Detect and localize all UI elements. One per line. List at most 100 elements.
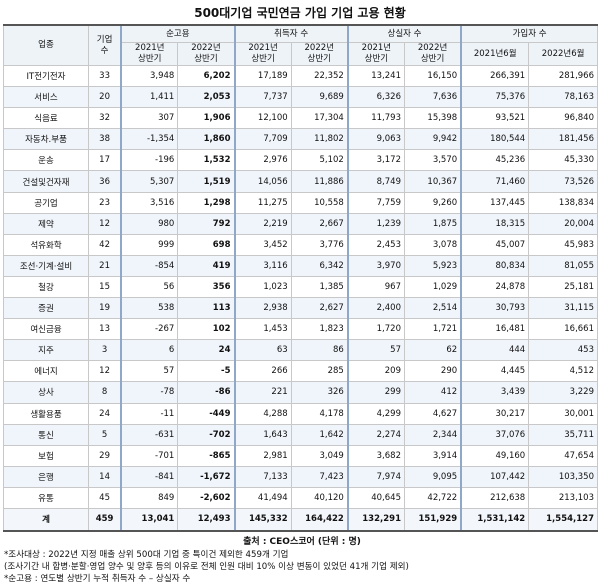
row-hired-2022: 40,120 [290,486,349,509]
row-industry: 에너지 [3,360,89,383]
row-subs-2022: 81,055 [528,254,598,277]
row-subs-2022: 47,654 [528,444,598,467]
row-hired-2021: 266 [233,360,292,383]
row-net-2022: 1,532 [177,149,235,172]
subheader-2022-jun: 2022년6월 [528,42,598,66]
subheader-2021-h1: 2021년 상반기 [346,42,405,66]
row-subs-2022: 73,526 [528,170,598,193]
row-subs-2021: 3,439 [460,381,530,404]
row-subs-2021: 75,376 [460,86,530,109]
row-lost-2021: 2,453 [346,233,405,256]
row-subs-2022: 138,834 [528,191,598,214]
row-subs-2022: 30,001 [528,402,598,425]
row-industry: IT전기전자 [3,64,89,88]
row-company-count: 45 [88,486,122,509]
row-net-2022: 792 [177,212,235,235]
total-subs-2021: 1,531,142 [460,507,530,532]
row-subs-2021: 30,217 [460,402,530,425]
row-hired-2021: 1,643 [233,423,292,446]
row-net-2022: -449 [177,402,235,425]
row-company-count: 19 [88,297,122,320]
row-subs-2022: 3,229 [528,381,598,404]
row-industry: 서비스 [3,86,89,109]
row-company-count: 12 [88,212,122,235]
table-row: 제약 12 980 792 2,219 2,667 1,239 1,875 18,315 20,0… [3,212,598,235]
row-subs-2021: 80,834 [460,254,530,277]
row-net-2021: 3,948 [120,64,179,88]
row-net-2021: 980 [120,212,179,235]
row-lost-2021: 3,970 [346,254,405,277]
row-hired-2021: 63 [233,339,292,362]
row-net-2022: 6,202 [177,64,235,88]
row-lost-2021: 8,749 [346,170,405,193]
row-lost-2022: 42,722 [403,486,462,509]
row-company-count: 20 [88,86,122,109]
row-lost-2021: 7,759 [346,191,405,214]
row-hired-2021: 2,981 [233,444,292,467]
total-label: 계 [3,507,89,532]
row-hired-2021: 41,494 [233,486,292,509]
row-hired-2022: 1,642 [290,423,349,446]
row-net-2021: 1,411 [120,86,179,109]
row-hired-2022: 10,558 [290,191,349,214]
row-lost-2021: 1,239 [346,212,405,235]
row-net-2022: 1,519 [177,170,235,193]
row-lost-2022: 62 [403,339,462,362]
row-net-2021: 56 [120,275,179,299]
row-subs-2022: 16,661 [528,318,598,341]
subheader-2022-h1: 2022년 상반기 [177,42,235,66]
row-subs-2021: 107,442 [460,465,530,488]
row-hired-2021: 2,219 [233,212,292,235]
row-lost-2021: 13,241 [346,64,405,88]
row-lost-2022: 1,875 [403,212,462,235]
row-net-2021: 538 [120,297,179,320]
table-row: 석유화학 42 999 698 3,452 3,776 2,453 3,078 45,007 45… [3,233,598,256]
footnotes: 출처 : CEO스코어 (단위 : 명) *조사대상 : 2022년 지정 매출… [4,536,600,585]
row-subs-2021: 49,160 [460,444,530,467]
subheader-2021-h1: 2021년 상반기 [233,42,292,66]
row-hired-2022: 3,776 [290,233,349,256]
page-title: 500대기업 국민연금 가입 기업 고용 현황 [194,6,406,20]
row-industry: 철강 [3,275,89,299]
row-industry: 건설및건자재 [3,170,89,193]
row-hired-2021: 1,023 [233,275,292,299]
row-lost-2022: 412 [403,381,462,404]
row-lost-2022: 9,942 [403,128,462,151]
row-subs-2022: 45,330 [528,149,598,172]
total-lost-2021: 132,291 [346,507,405,532]
row-company-count: 36 [88,170,122,193]
row-lost-2021: 3,682 [346,444,405,467]
total-subs-2022: 1,554,127 [528,507,598,532]
row-lost-2022: 3,078 [403,233,462,256]
row-lost-2021: 299 [346,381,405,404]
row-hired-2022: 17,304 [290,107,349,130]
row-company-count: 13 [88,318,122,341]
header-company-count: 기업 수 [88,24,122,66]
total-count: 459 [88,507,122,532]
row-lost-2022: 9,095 [403,465,462,488]
row-industry: 상사 [3,381,89,404]
row-company-count: 42 [88,233,122,256]
row-net-2021: -854 [120,254,179,277]
row-subs-2021: 16,481 [460,318,530,341]
header-industry: 업종 [3,24,89,66]
row-lost-2022: 16,150 [403,64,462,88]
row-company-count: 38 [88,128,122,151]
row-net-2021: -78 [120,381,179,404]
table-row: 공기업 23 3,516 1,298 11,275 10,558 7,759 9,260 137… [3,191,598,214]
row-lost-2022: 5,923 [403,254,462,277]
row-lost-2022: 290 [403,360,462,383]
row-net-2022: 1,906 [177,107,235,130]
row-subs-2022: 20,004 [528,212,598,235]
row-company-count: 15 [88,275,122,299]
row-net-2022: -1,672 [177,465,235,488]
row-subs-2022: 78,163 [528,86,598,109]
row-company-count: 21 [88,254,122,277]
row-lost-2021: 2,400 [346,297,405,320]
table-body: IT전기전자 33 3,948 6,202 17,189 22,352 13,241 16,1… [3,64,598,509]
row-lost-2021: 9,063 [346,128,405,151]
row-subs-2021: 45,007 [460,233,530,256]
row-net-2022: 698 [177,233,235,256]
row-hired-2022: 3,049 [290,444,349,467]
table-row: IT전기전자 33 3,948 6,202 17,189 22,352 13,241 16,1… [3,64,598,88]
